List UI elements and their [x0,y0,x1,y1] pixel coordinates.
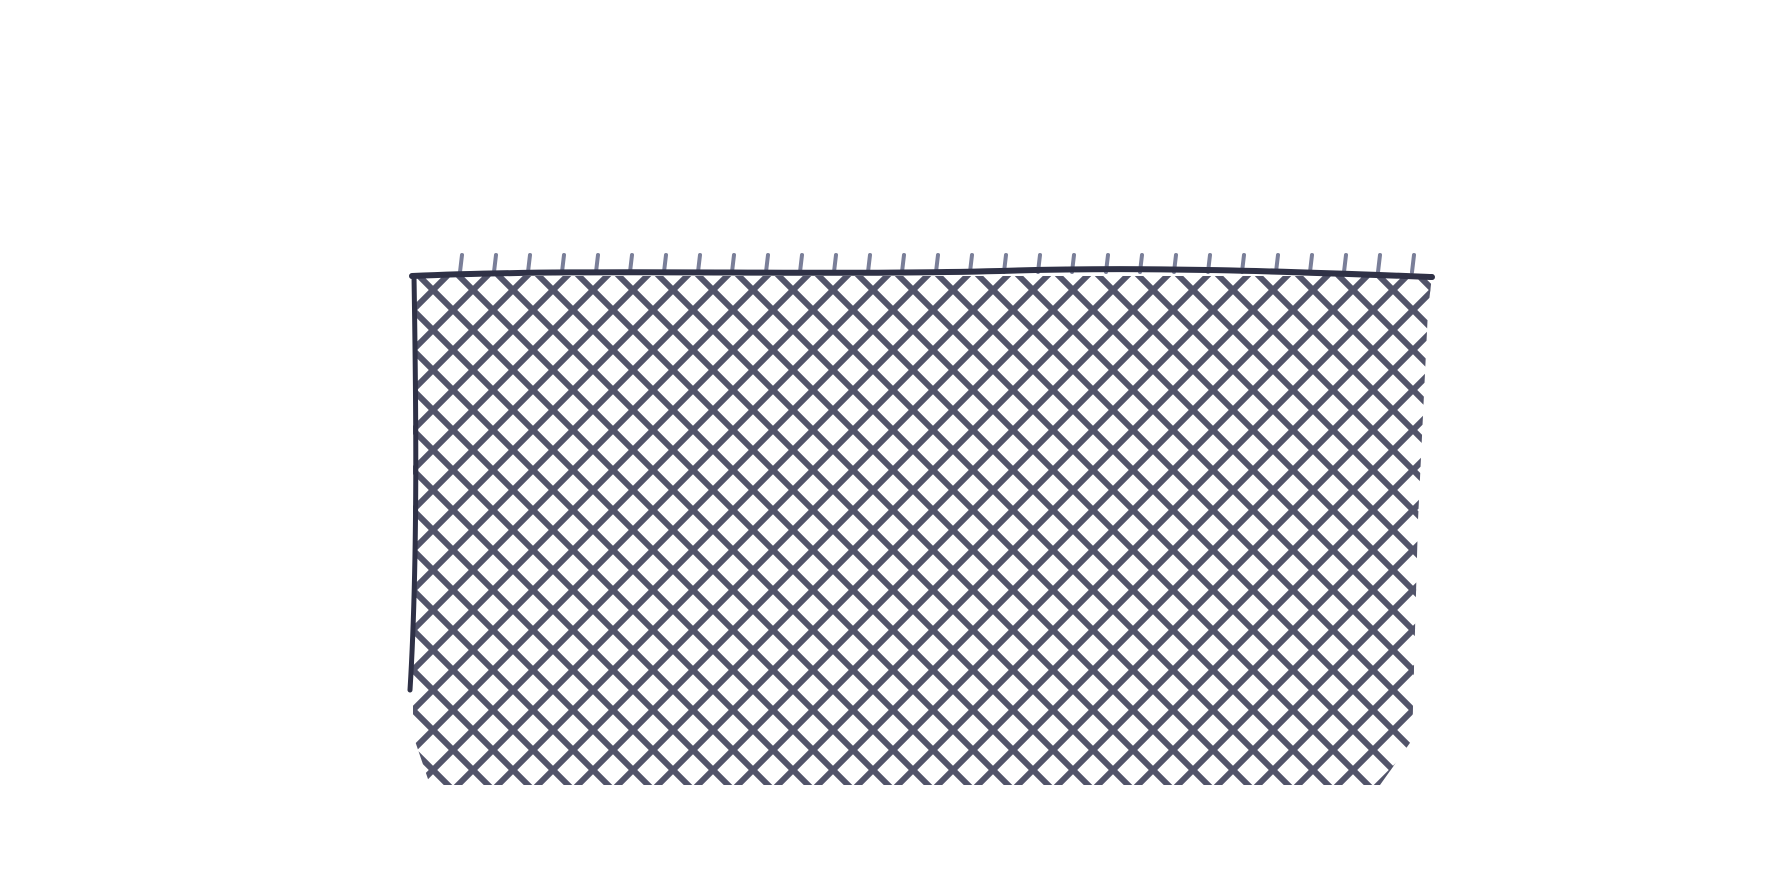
hatch-stroke [650,276,1176,785]
hatch-stroke [1130,276,1432,785]
hatch-stroke [1290,276,1432,785]
hatch-stroke [1170,276,1432,785]
hatch-stroke [1170,276,1432,785]
hatch-stroke [413,276,656,785]
tick-stroke [696,253,702,274]
hatch-stroke [1250,276,1432,785]
tick-stroke [900,253,906,274]
hatch-stroke [930,276,1432,785]
hatch-stroke [1410,276,1432,785]
hatch-stroke [413,276,576,785]
hatch-stroke [413,276,656,785]
hatch-stroke [610,276,1136,785]
tick-stroke [1376,253,1382,274]
hatch-stroke [413,276,896,785]
crosshatch [413,276,1432,785]
hatch-stroke [1050,276,1432,785]
tick-stroke [662,253,668,274]
tick-stroke [526,253,532,274]
tick-stroke [458,253,464,274]
hatch-stroke [1210,276,1432,785]
hatch-stroke [1290,276,1432,785]
hatch-stroke [413,276,776,785]
hatch-stroke [413,276,696,785]
hatch-stroke [413,276,616,785]
hatch-stroke [413,276,816,785]
tick-stroke [866,253,872,274]
left-border [407,273,419,693]
tick-stroke [594,253,600,274]
hatch-stroke [413,276,576,785]
hatch-stroke [570,276,1096,785]
hatch-stroke [1330,276,1432,785]
tick-stroke [798,253,804,274]
hatch-stroke [1010,276,1432,785]
tick-stroke [560,253,566,274]
hatch-stroke [730,276,1256,785]
hatch-stroke [413,276,616,785]
hatch-stroke [770,276,1296,785]
hatch-stroke [1090,276,1432,785]
tick-stroke [832,253,838,274]
hatch-stroke [413,276,736,785]
hatch-stroke [1370,276,1432,785]
hatch-stroke [1410,276,1432,785]
hatch-stroke [1210,276,1432,785]
tick-stroke [492,253,498,274]
tick-stroke [764,253,770,274]
hatch-stroke [890,276,1416,785]
hatch-stroke [1370,276,1432,785]
tick-stroke [1342,253,1348,274]
hatch-stroke [413,276,416,785]
hatch-stroke [413,276,536,785]
hatch-stroke [1330,276,1432,785]
top-border [409,266,1435,280]
hatch-stroke [413,276,456,785]
tick-stroke [1410,253,1416,274]
hatch-stroke [810,276,1336,785]
hatch-stroke [413,276,536,785]
hatch-stroke [413,276,936,785]
tick-stroke [1308,253,1314,274]
hatch-stroke [850,276,1376,785]
hatch-stroke [413,276,856,785]
hatch-stroke [413,276,416,785]
hatch-stroke [1250,276,1432,785]
tick-stroke [730,253,736,274]
hatch-stroke [413,276,456,785]
hatch-stroke [530,276,1056,785]
tick-stroke [628,253,634,274]
hatch-stroke [970,276,1432,785]
hatch-stroke [490,276,1016,785]
hatch-stroke [690,276,1216,785]
hatch-stroke [450,276,976,785]
